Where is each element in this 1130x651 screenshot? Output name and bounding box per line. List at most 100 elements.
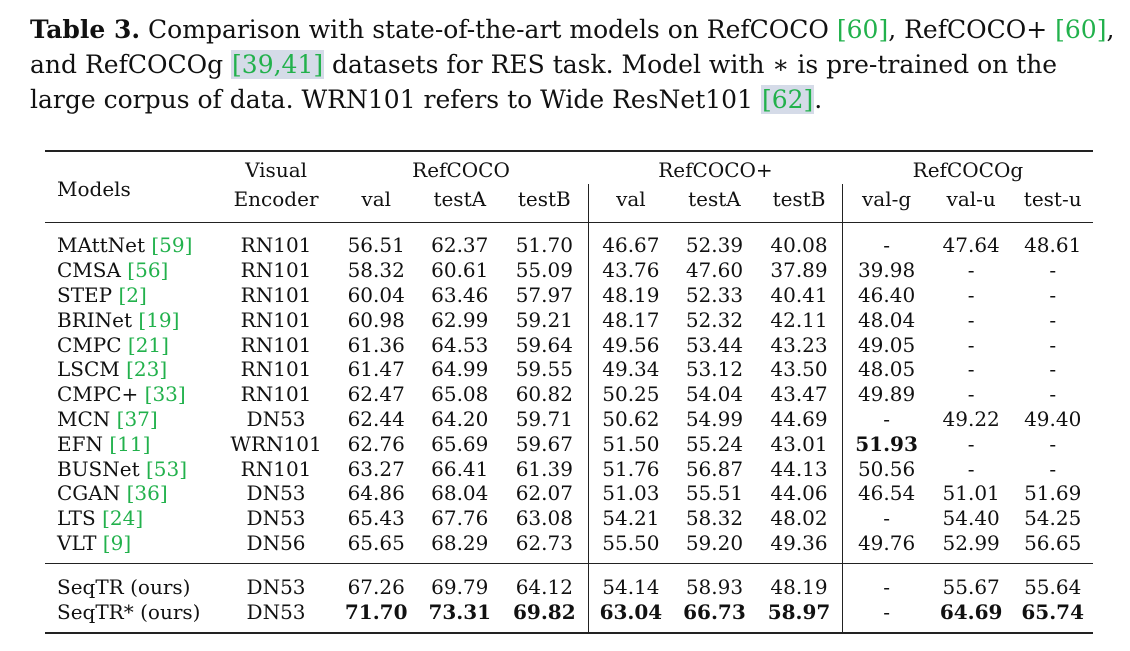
results-table: Models Visual RefCOCO RefCOCO+ RefCOCOg … [45,150,1093,634]
encoder-cell: RN101 [240,307,312,332]
citation-link[interactable]: [39,41] [231,50,325,79]
value-cell: 62.73 [501,530,589,564]
value-cell: 67.26 [333,563,419,600]
value-cell: 51.93 [855,431,918,456]
encoder-cell: RN101 [240,258,312,283]
model-name-cell: CGAN [36] [45,481,218,506]
column-header: testA [688,187,741,211]
table-row: CGAN [36] DN53 64.86 68.04 62.07 51.03 55.51 44… [45,480,1093,506]
citation-link[interactable]: [33] [144,382,186,407]
model-name: LSCM [57,357,127,382]
citation-link[interactable]: [21] [127,332,169,357]
value-cell: 55.64 [1012,563,1093,600]
value-cell: 69.82 [501,599,589,634]
value-cell: 64.86 [347,481,405,506]
value-cell: 54.99 [685,406,744,431]
group-header-refcocoplus: RefCOCO+ [588,150,843,184]
value-cell: 60.04 [347,282,405,307]
value-cell: - [967,431,975,456]
value-cell: 55.51 [685,481,744,506]
encoder-cell: RN101 [240,332,312,357]
model-name: SeqTR (ours) [57,574,191,599]
value-cell: 49.56 [602,332,660,357]
value-cell: 58.93 [673,563,756,600]
table-row: EFN [11] WRN101 62.76 65.69 59.67 51.50 55.24 4… [45,431,1093,457]
value-cell: 59.64 [501,332,589,357]
value-cell: - [967,307,975,332]
value-cell: 54.40 [942,506,1000,531]
encoder-cell: RN101 [240,282,312,307]
citation-link[interactable]: [11] [109,431,151,456]
value-cell: - [1049,258,1057,283]
value-cell: - [1049,357,1057,382]
value-cell: 51.76 [602,456,660,481]
citation-link[interactable]: [2] [118,282,147,307]
table-row: LTS [24] DN53 65.43 67.76 63.08 54.21 58.32 48.… [45,505,1093,531]
model-name-cell: CMPC [21] [45,332,218,357]
value-cell: 59.67 [501,431,589,457]
value-cell: 61.47 [347,357,405,382]
value-cell: 44.06 [755,480,844,506]
table-row: VLT [9] DN56 65.65 68.29 62.73 55.50 59.20 49.3… [45,530,1093,564]
column-header: testA [433,187,487,211]
citation-link[interactable]: [60] [836,15,889,44]
value-cell: - [883,506,890,531]
citation-link[interactable]: [24] [102,506,144,531]
value-cell: 49.76 [857,530,916,555]
citation-link[interactable]: [9] [102,530,132,555]
model-name: MAttNet [57,233,152,258]
value-cell: 62.44 [347,406,405,431]
value-cell: 59.71 [501,406,589,432]
value-cell: 37.89 [755,257,844,283]
value-cell: 52.39 [673,221,756,258]
citation-link[interactable]: [62] [760,85,815,114]
value-cell: 55.24 [685,431,744,456]
value-cell: 58.97 [755,599,844,634]
encoder-cell: DN53 [218,599,334,634]
value-cell: 64.12 [501,563,589,600]
value-cell: 47.60 [685,258,744,283]
caption-label: Table 3. [30,15,141,44]
value-cell: 39.98 [857,258,916,283]
citation-link[interactable]: [23] [126,357,168,382]
citation-link[interactable]: [37] [116,406,158,431]
value-cell: 59.55 [501,356,589,382]
value-cell: 63.46 [431,282,489,307]
table-row: BRINet [19] RN101 60.98 62.99 59.21 48.17 52.3… [45,307,1093,333]
citation-link[interactable]: [56] [127,258,169,283]
value-cell: 61.36 [347,332,405,357]
value-cell: 49.40 [1024,406,1082,431]
model-name-cell: SeqTR* (ours) [45,599,219,634]
value-cell: 54.25 [1024,506,1082,531]
value-cell: 49.36 [755,530,844,564]
model-name: VLT [57,530,103,555]
value-cell: 42.11 [755,307,844,333]
value-cell: 47.64 [929,221,1013,258]
citation-link[interactable]: [53] [145,456,188,481]
value-cell: 48.04 [857,307,916,332]
value-cell: 64.69 [929,599,1013,634]
model-name: STEP [57,282,119,307]
citation-link[interactable]: [19] [138,307,180,332]
encoder-cell: RN101 [240,357,312,382]
value-cell: 73.31 [418,599,502,634]
table-row: SeqTR* (ours) DN53 71.70 73.31 69.82 63.04 66.… [45,599,1093,634]
value-cell: 48.17 [602,307,660,332]
encoder-cell: DN56 [246,530,306,555]
value-cell: 49.89 [857,382,916,407]
model-name-cell: BRINet [19] [45,307,218,332]
citation-link[interactable]: [59] [151,233,193,258]
table-row: BUSNet [53] RN101 63.27 66.41 61.39 51.76 56.8… [45,456,1093,481]
table-caption: Table 3. Comparison with state-of-the-ar… [30,12,1115,117]
table-row: STEP [2] RN101 60.04 63.46 57.97 48.19 52.33 40… [45,282,1093,308]
citation-link[interactable]: [36] [126,481,168,506]
models-header: Models [45,150,219,223]
citation-link[interactable]: [60] [1055,15,1107,44]
encoder-cell: RN101 [240,382,312,407]
table-body: MAttNet [59] RN101 56.51 62.37 51.70 46.67 52.… [45,221,1093,564]
value-cell: - [842,563,930,600]
model-name: CGAN [57,481,127,506]
value-cell: - [1049,332,1057,357]
value-cell: - [967,258,975,283]
value-cell: 49.05 [857,332,916,357]
